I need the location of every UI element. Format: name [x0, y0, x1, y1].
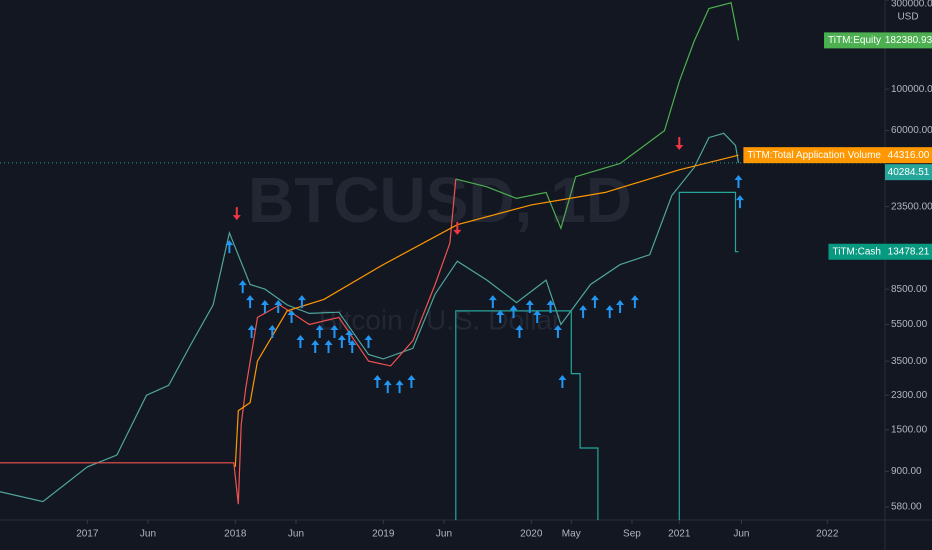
buy-arrow [287, 310, 296, 324]
x-tick-label: 2021 [668, 529, 691, 540]
x-tick-label: Jun [733, 529, 749, 540]
buy-arrow [488, 295, 497, 309]
series-name-label: TiTM:Cash [832, 246, 881, 257]
buy-arrow [268, 325, 277, 339]
buy-arrow [525, 300, 534, 314]
y-tick-label: 580.00 [891, 502, 922, 513]
price-label-box [885, 164, 932, 181]
series-line [0, 132, 740, 503]
buy-arrow [247, 325, 256, 339]
price-label-value: 13478.21 [888, 246, 930, 257]
x-tick-label: 2017 [76, 529, 99, 540]
series-name-box [824, 32, 885, 49]
buy-arrow [407, 375, 416, 389]
buy-arrow [605, 305, 614, 319]
price-label-value: 182380.93 [885, 35, 932, 46]
buy-arrow [364, 335, 373, 349]
y-tick-label: 8500.00 [891, 284, 928, 295]
series-line [455, 191, 739, 520]
buy-arrow [509, 305, 518, 319]
x-tick-label: 2022 [816, 529, 839, 540]
x-tick-label: 2020 [520, 529, 543, 540]
buy-arrow [616, 300, 625, 314]
currency-label: USD [897, 12, 918, 23]
buy-arrow [735, 195, 744, 209]
x-tick-label: 2018 [224, 529, 247, 540]
buy-arrow [395, 380, 404, 394]
plot-area [0, 2, 885, 520]
watermark-description: Bitcoin / U.S. Dollar [319, 304, 562, 335]
buy-arrow [296, 335, 305, 349]
buy-arrow [238, 280, 247, 294]
y-tick-label: 23500.00 [891, 201, 932, 212]
price-label-box [885, 147, 932, 164]
buy-arrow [590, 295, 599, 309]
buy-arrow [225, 240, 234, 254]
buy-arrow [246, 295, 255, 309]
buy-arrow [496, 310, 505, 324]
buy-arrow [533, 310, 542, 324]
buy-arrow [324, 340, 333, 354]
buy-arrow [330, 325, 339, 339]
price-label-box [885, 32, 932, 49]
buy-arrow [630, 295, 639, 309]
buy-arrow [558, 375, 567, 389]
sell-arrow [232, 207, 241, 221]
buy-arrow [734, 175, 743, 189]
buy-arrow [373, 375, 382, 389]
watermark-symbol: BTCUSD, 1D [248, 164, 632, 236]
sell-arrow [675, 137, 684, 151]
y-tick-label: 60000.00 [891, 125, 932, 136]
x-tick-label: Jun [140, 529, 156, 540]
buy-arrow [515, 325, 524, 339]
y-tick-label: 1500.00 [891, 425, 928, 436]
y-tick-label: 100000.00 [891, 84, 932, 95]
buy-arrow [311, 340, 320, 354]
price-label-box [885, 243, 932, 260]
y-tick-label: 900.00 [891, 466, 922, 477]
x-tick-label: Sep [623, 529, 641, 540]
y-tick-label: 300000.00 [891, 0, 932, 10]
buy-arrow [383, 380, 392, 394]
series-name-label: TiTM:Total Application Volume [747, 150, 881, 161]
y-tick-label: 5500.00 [891, 319, 928, 330]
buy-arrow [274, 300, 283, 314]
x-tick-label: Jun [436, 529, 452, 540]
buy-arrow [315, 325, 324, 339]
series-line [455, 2, 740, 231]
buy-arrow [579, 305, 588, 319]
series-name-box [743, 147, 885, 164]
buy-arrow [337, 335, 346, 349]
x-tick-label: May [562, 529, 581, 540]
x-tick-label: 2019 [372, 529, 395, 540]
x-tick-label: Jun [288, 529, 304, 540]
price-label-value: 44316.00 [888, 150, 930, 161]
sell-arrow [453, 221, 462, 235]
buy-arrow [546, 300, 555, 314]
series-line [234, 154, 739, 467]
buy-arrow [297, 295, 306, 309]
y-tick-label: 2300.00 [891, 390, 928, 401]
price-label-value: 40284.51 [888, 167, 930, 178]
y-tick-label: 3500.00 [891, 356, 928, 367]
buy-arrow [345, 329, 354, 343]
series-line [0, 179, 457, 505]
buy-arrow [260, 300, 269, 314]
buy-arrow [553, 325, 562, 339]
buy-arrow [348, 340, 357, 354]
series-name-box [828, 243, 885, 260]
series-name-label: TiTM:Equity [828, 35, 881, 46]
